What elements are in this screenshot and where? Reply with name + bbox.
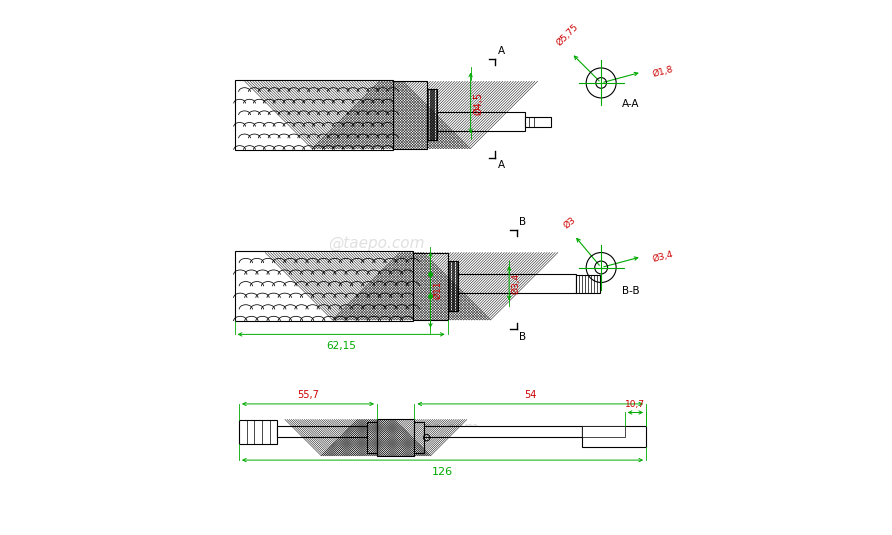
Bar [458, 274, 576, 293]
Bar [392, 81, 427, 149]
Text: Ø3,4: Ø3,4 [512, 273, 521, 294]
Text: Ø1,8: Ø1,8 [651, 65, 674, 79]
Text: B: B [519, 332, 526, 342]
Bar [277, 426, 368, 437]
Bar [427, 89, 437, 140]
Text: 54: 54 [524, 389, 536, 400]
Bar [235, 251, 413, 321]
Bar [235, 80, 392, 150]
Text: 62,15: 62,15 [326, 341, 356, 351]
Text: B: B [519, 217, 526, 227]
Bar [525, 117, 551, 127]
Text: A-A: A-A [622, 99, 640, 109]
Bar [448, 261, 458, 311]
Text: Ø11: Ø11 [434, 281, 442, 299]
Text: Ø4,5: Ø4,5 [474, 91, 483, 114]
Text: 55,7: 55,7 [297, 389, 319, 400]
Bar [377, 419, 415, 456]
Text: @taepo.com: @taepo.com [328, 236, 425, 251]
Text: B-B: B-B [622, 286, 640, 296]
Text: Ø3: Ø3 [562, 215, 578, 230]
Bar [437, 112, 525, 131]
Bar [413, 253, 448, 320]
Bar [239, 420, 277, 444]
Text: Ø3,4: Ø3,4 [651, 249, 674, 264]
Bar [368, 422, 377, 453]
Text: A: A [498, 46, 505, 56]
Text: Ø5,75: Ø5,75 [555, 22, 580, 48]
Bar [415, 422, 424, 453]
Text: 126: 126 [432, 467, 453, 477]
Bar [424, 426, 582, 437]
Text: 10,7: 10,7 [625, 400, 646, 409]
Bar [576, 275, 600, 293]
Bar [582, 426, 646, 447]
Text: A: A [498, 160, 505, 171]
Text: @taepo.com: @taepo.com [382, 421, 478, 435]
Bar [582, 426, 624, 437]
